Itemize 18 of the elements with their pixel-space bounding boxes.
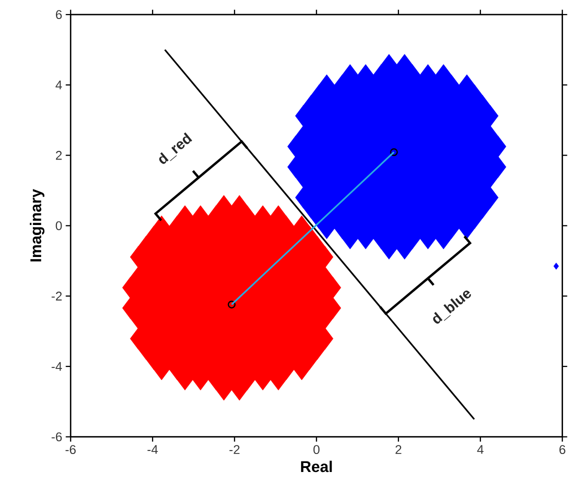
x-axis-title: Real [301, 460, 332, 472]
y-tick-label: -4 [52, 362, 62, 371]
y-tick-label: 0 [56, 221, 62, 230]
point [390, 148, 398, 156]
x-tick-label: 6 [559, 445, 566, 454]
x-tick-label: 0 [313, 445, 320, 454]
x-tick-label: -4 [148, 445, 158, 454]
y-tick-label: 2 [56, 150, 62, 160]
point [228, 300, 236, 308]
x-tick-label: -6 [66, 445, 76, 454]
x-tick-label: -2 [229, 445, 240, 454]
y-tick-label: -6 [52, 432, 62, 442]
y-axis-title: Imaginary [30, 189, 44, 262]
x-tick-label: 2 [396, 445, 402, 454]
y-tick-label: 4 [56, 80, 62, 90]
x-tick-label: 4 [477, 445, 484, 454]
y-tick-label: 6 [56, 10, 62, 20]
y-tick-label: -2 [52, 292, 62, 301]
